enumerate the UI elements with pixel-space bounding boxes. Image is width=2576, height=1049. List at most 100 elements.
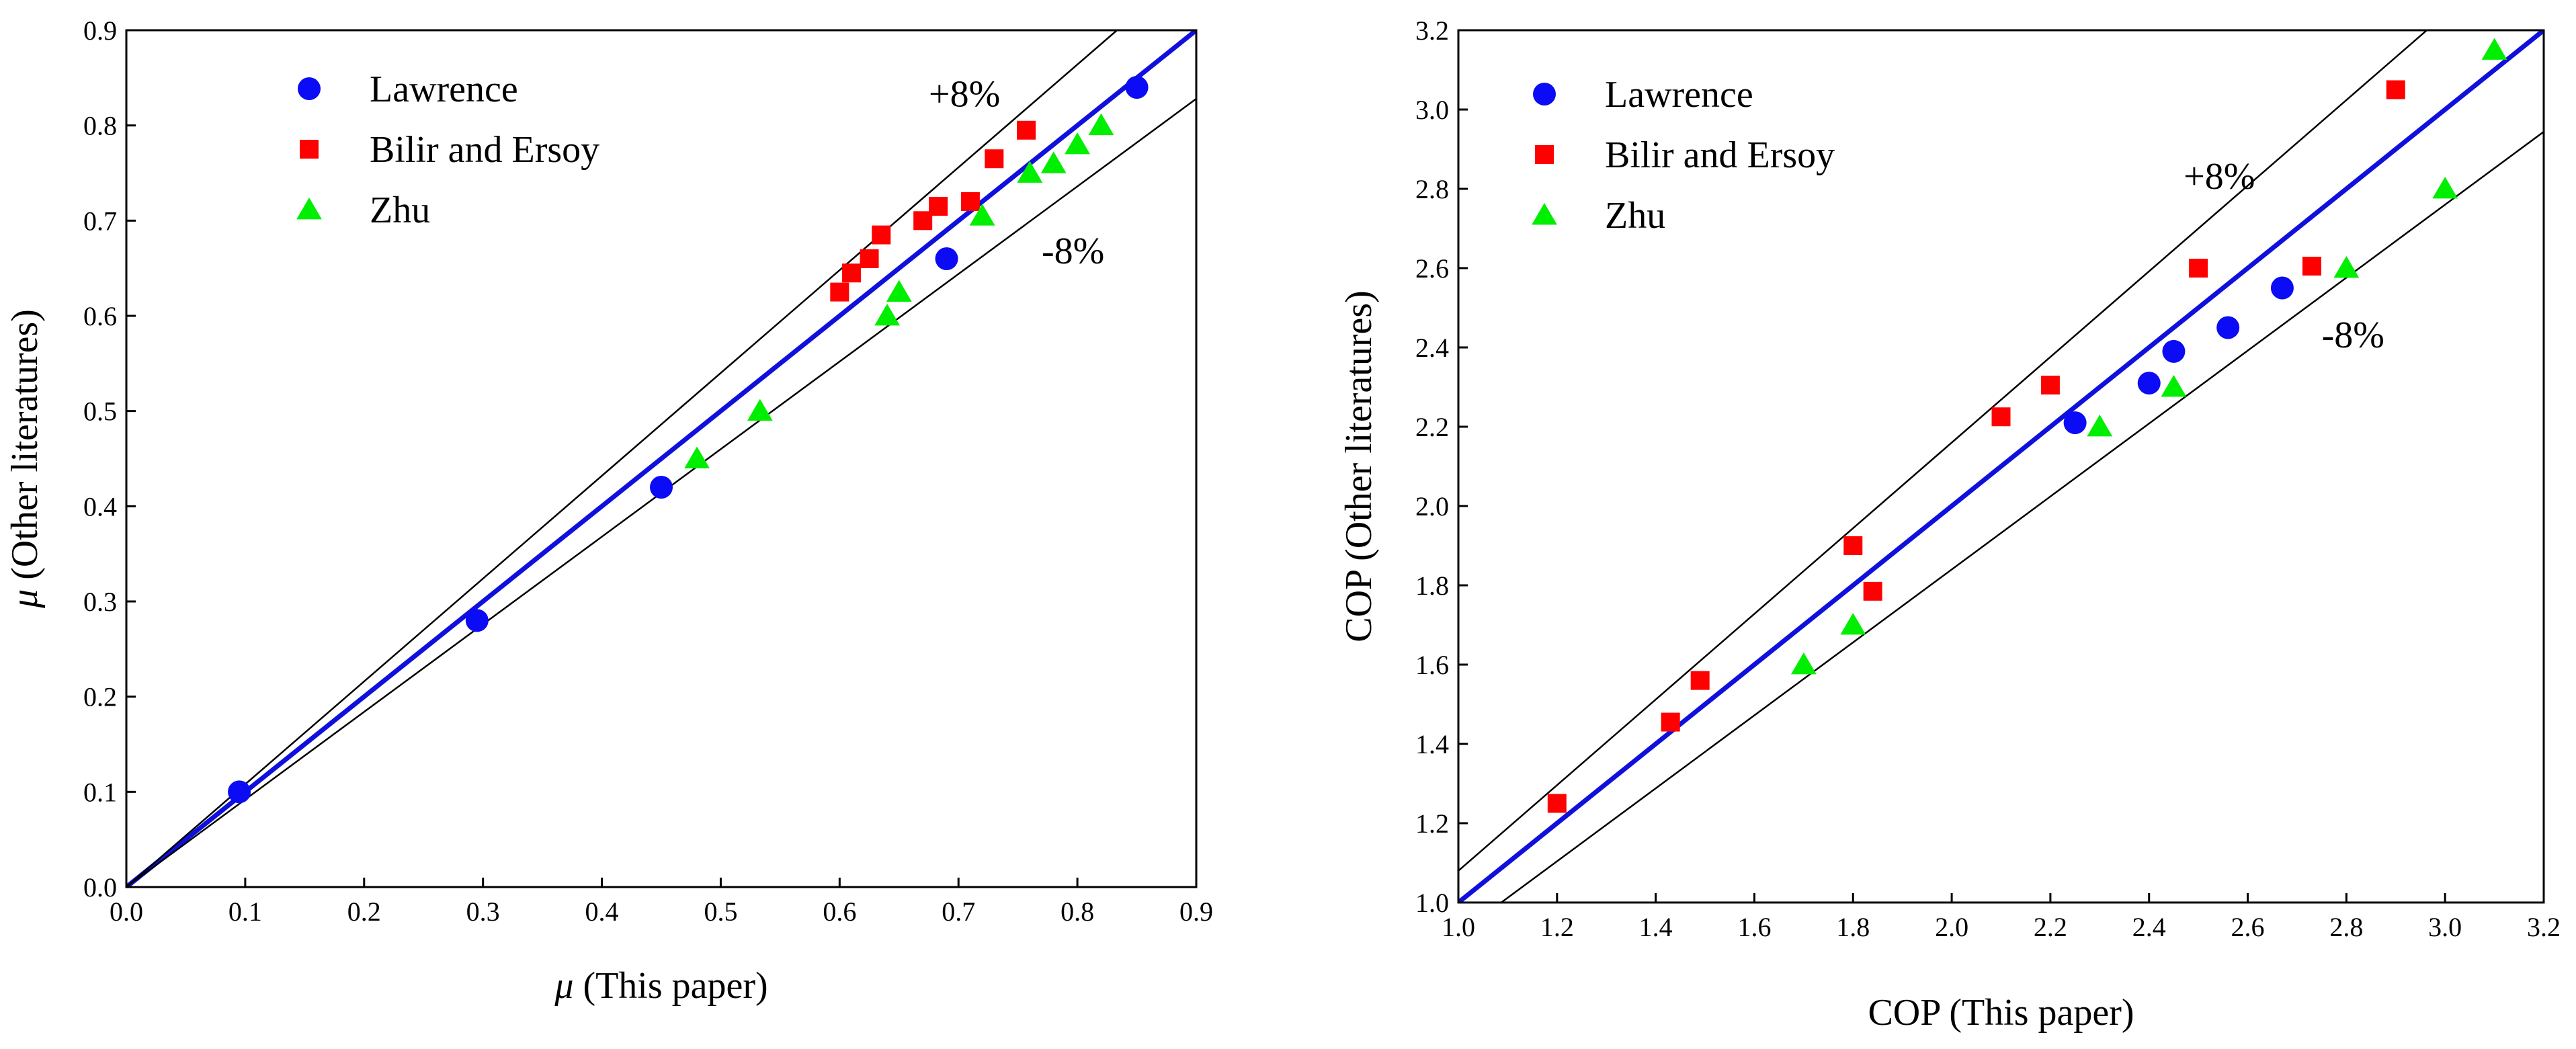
- y-tick-label: 0.7: [83, 206, 117, 236]
- data-point-triangle: [2481, 38, 2507, 60]
- data-point-triangle: [874, 304, 900, 326]
- data-point-circle: [2216, 316, 2240, 339]
- data-point-square: [830, 282, 849, 302]
- legend-label: Lawrence: [1605, 74, 1753, 116]
- y-tick-label: 1.2: [1415, 808, 1449, 839]
- x-tick-label: 3.0: [2428, 912, 2462, 942]
- x-tick-label: 0.1: [228, 896, 262, 927]
- y-tick-label: 0.2: [83, 682, 117, 712]
- series-lawrence: [2063, 276, 2294, 435]
- x-axis-title: μ (This paper): [554, 965, 767, 1007]
- data-point-square: [2302, 257, 2321, 276]
- reference-lines: [1458, 30, 2544, 903]
- data-point-square: [2189, 259, 2208, 278]
- y-tick-label: 2.4: [1415, 333, 1449, 363]
- annotation-plus-8: +8%: [2184, 156, 2255, 198]
- right-panel-cop: 1.0 1.2 1.4 1.6 1.8 2.0 2.2 2.4 2.6 2.8 3.0 3.2 1.0 1…: [1338, 15, 2561, 1034]
- y-tick-label: 0.4: [83, 491, 117, 521]
- data-point-triangle: [2432, 177, 2458, 199]
- data-point-triangle: [969, 204, 995, 226]
- legend-marker-triangle: [1532, 203, 1557, 225]
- data-point-square: [860, 249, 879, 268]
- x-tick-label: 3.2: [2527, 912, 2561, 942]
- data-point-circle: [465, 609, 489, 632]
- plot-frame: [125, 29, 1198, 888]
- data-point-square: [842, 263, 862, 283]
- series-bilir-and-ersoy: [1547, 80, 2405, 813]
- x-tick-label: 2.4: [2132, 912, 2166, 942]
- data-point-square: [2040, 376, 2060, 395]
- legend-marker-circle: [1533, 83, 1556, 106]
- x-tick-label: 0.8: [1061, 896, 1094, 927]
- data-point-square: [1661, 712, 1680, 732]
- data-point-triangle: [747, 398, 773, 421]
- data-point-circle: [650, 476, 673, 499]
- y-tick-label: 0.5: [83, 396, 117, 427]
- series-lawrence: [228, 76, 1149, 804]
- reference-line-minus-8: [1499, 131, 2544, 903]
- data-point-circle: [2063, 411, 2087, 435]
- y-tick-label: 0.3: [83, 587, 117, 617]
- annotation-plus-8: +8%: [929, 73, 1000, 115]
- x-tick-label: 1.0: [1442, 912, 1475, 942]
- series-zhu: [684, 113, 1114, 468]
- legend-marker-square: [1535, 145, 1554, 164]
- data-point-circle: [935, 247, 958, 270]
- legend: Lawrence Bilir and Ersoy Zhu: [296, 69, 599, 231]
- data-point-square: [2386, 80, 2405, 99]
- y-axis-title: COP (Other literatures): [1338, 290, 1380, 642]
- x-tick-label: 0.0: [110, 896, 143, 927]
- data-point-square: [1863, 581, 1882, 601]
- y-tick-label: 3.0: [1415, 95, 1449, 125]
- y-tick-label: 0.0: [83, 872, 117, 903]
- y-tick-label: 2.6: [1415, 253, 1449, 284]
- data-point-triangle: [1088, 113, 1114, 136]
- data-point-circle: [2162, 339, 2186, 363]
- y-tick-label: 0.6: [83, 301, 117, 331]
- data-point-circle: [1125, 76, 1149, 99]
- data-point-square: [929, 197, 948, 216]
- reference-line-identity: [126, 30, 1196, 887]
- series-zhu: [1790, 38, 2507, 675]
- y-tick-label: 3.2: [1415, 15, 1449, 46]
- data-point-square: [1547, 794, 1567, 813]
- legend-marker-circle: [298, 77, 321, 100]
- data-point-square: [960, 192, 980, 211]
- y-tick-label: 0.8: [83, 111, 117, 141]
- y-axis-title: μ (Other literatures): [4, 309, 46, 609]
- data-point-square: [1017, 120, 1036, 140]
- data-point-triangle: [684, 446, 710, 468]
- legend-label: Zhu: [1605, 195, 1665, 237]
- data-point-square: [1843, 536, 1863, 555]
- legend-label: Zhu: [370, 190, 430, 231]
- x-tick-label: 1.6: [1737, 912, 1771, 942]
- annotation-minus-8: -8%: [1042, 230, 1104, 272]
- x-tick-label: 0.2: [347, 896, 381, 927]
- y-tick-label: 2.8: [1415, 174, 1449, 204]
- data-point-circle: [2270, 276, 2294, 300]
- reference-line-identity: [1458, 30, 2544, 903]
- x-tick-label: 0.5: [704, 896, 737, 927]
- y-tick-label: 2.2: [1415, 412, 1449, 442]
- annotation-minus-8: -8%: [2322, 314, 2384, 356]
- data-point-triangle: [1790, 653, 1817, 675]
- x-tick-label: 1.4: [1639, 912, 1673, 942]
- series-bilir-and-ersoy: [830, 120, 1036, 302]
- data-point-triangle: [2333, 256, 2360, 278]
- x-axis-title: COP (This paper): [1868, 992, 2134, 1034]
- x-tick-label: 0.4: [585, 896, 619, 927]
- data-point-triangle: [1840, 613, 1866, 635]
- data-point-triangle: [1040, 151, 1067, 173]
- left-panel-mu: 0.0 0.1 0.2 0.3 0.4 0.5 0.6 0.7 0.8 0.9 0.0 0.1 0.2 0…: [4, 15, 1213, 1007]
- data-point-triangle: [2087, 415, 2113, 437]
- reference-line-plus-8: [1458, 30, 2428, 872]
- legend-marker-triangle: [296, 198, 322, 220]
- x-tick-label: 0.3: [466, 896, 500, 927]
- legend-label: Lawrence: [370, 69, 518, 110]
- y-tick-label: 2.0: [1415, 491, 1449, 521]
- data-point-triangle: [886, 280, 912, 302]
- y-tick-label: 0.9: [83, 15, 117, 46]
- x-tick-label: 2.2: [2034, 912, 2067, 942]
- y-tick-label: 0.1: [83, 777, 117, 807]
